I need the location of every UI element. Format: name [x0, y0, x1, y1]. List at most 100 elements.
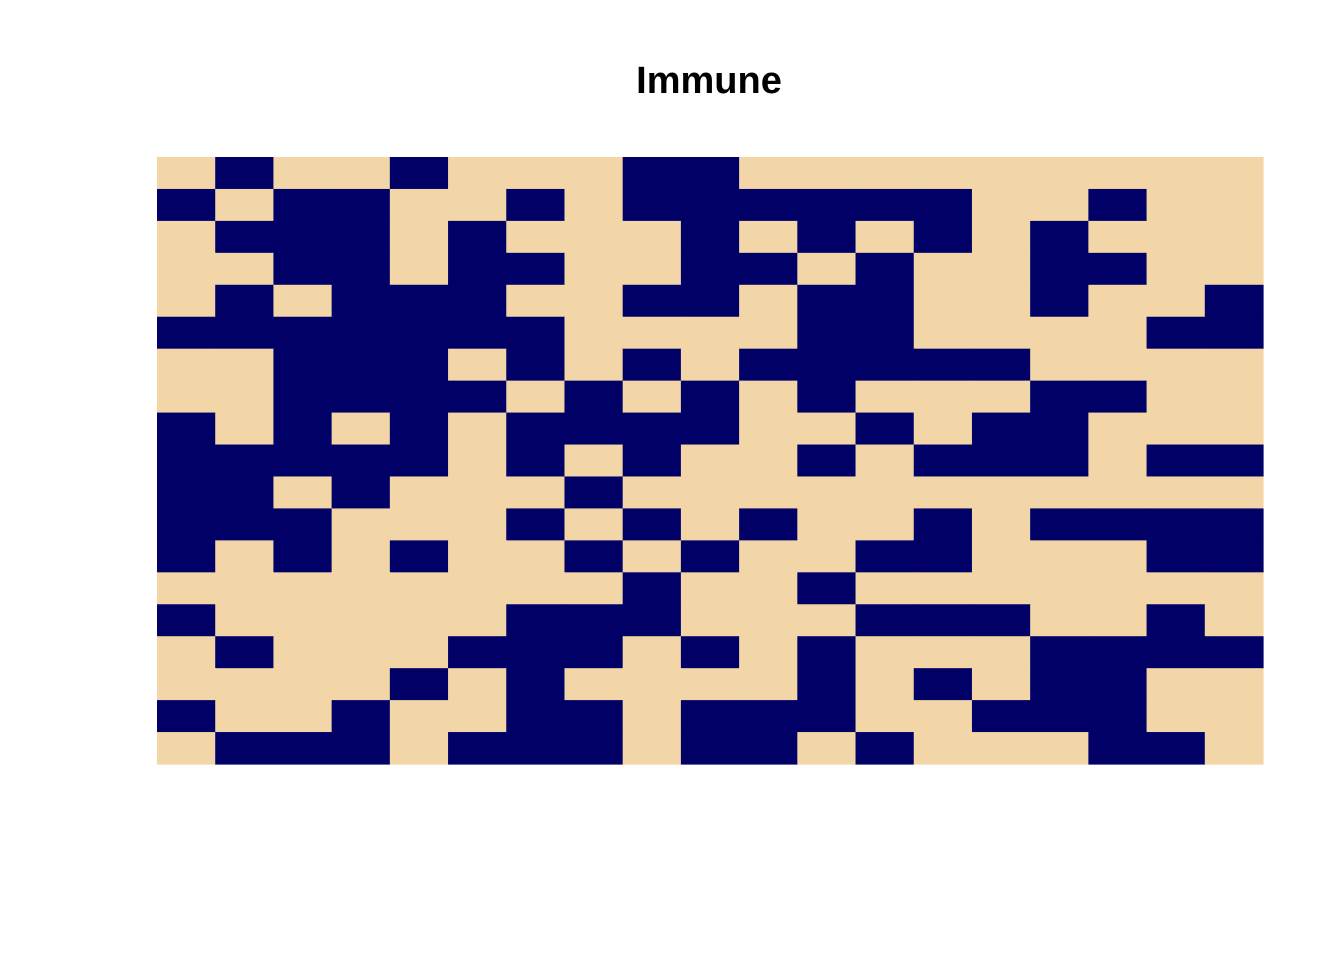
heatmap-cell	[680, 700, 740, 733]
heatmap-cell	[331, 220, 391, 254]
heatmap-cell	[797, 348, 857, 382]
heatmap-cell	[913, 732, 973, 765]
heatmap-cell	[1146, 508, 1206, 541]
heatmap-cell	[1030, 732, 1089, 765]
heatmap-cell	[1204, 508, 1264, 541]
heatmap-cell	[564, 732, 624, 765]
heatmap-cell	[1088, 252, 1148, 286]
heatmap-cell	[564, 508, 624, 541]
heatmap-cell	[680, 604, 740, 637]
heatmap-cell	[1088, 572, 1148, 605]
heatmap-cell	[622, 540, 682, 573]
heatmap-cell	[971, 636, 1031, 669]
heatmap-cell	[273, 668, 333, 701]
heatmap-cell	[1146, 668, 1206, 701]
heatmap-cell	[797, 188, 857, 222]
heatmap-cell	[506, 412, 566, 446]
heatmap-cell	[1204, 572, 1264, 605]
heatmap-cell	[680, 444, 740, 478]
heatmap-cell	[797, 700, 857, 733]
heatmap-cell	[680, 157, 740, 190]
heatmap-cell	[971, 476, 1031, 510]
heatmap-cell	[1204, 188, 1264, 222]
heatmap-cell	[1030, 700, 1089, 733]
heatmap-cell	[331, 348, 391, 382]
heatmap-cell	[1204, 668, 1264, 701]
heatmap-cell	[1204, 476, 1264, 510]
heatmap-cell	[797, 508, 857, 541]
heatmap-cell	[1088, 380, 1148, 414]
heatmap-cell	[1088, 284, 1148, 318]
heatmap-cell	[389, 157, 449, 190]
heatmap-cell	[1030, 284, 1089, 318]
heatmap-cell	[971, 732, 1031, 765]
heatmap-cell	[215, 348, 275, 382]
heatmap-cell	[1030, 412, 1089, 446]
heatmap-cell	[157, 380, 216, 414]
heatmap-cell	[1146, 444, 1206, 478]
heatmap-cell	[506, 380, 566, 414]
heatmap-cell	[971, 188, 1031, 222]
heatmap-cells	[157, 157, 1264, 765]
heatmap-cell	[273, 604, 333, 637]
heatmap-cell	[1030, 636, 1089, 669]
heatmap-cell	[215, 540, 275, 573]
heatmap-cell	[215, 412, 275, 446]
heatmap-cell	[1146, 188, 1206, 222]
heatmap-cell	[739, 540, 798, 573]
heatmap-cell	[855, 604, 915, 637]
heatmap-cell	[971, 316, 1031, 350]
heatmap-cell	[506, 348, 566, 382]
heatmap-cell	[389, 252, 449, 286]
heatmap-cell	[1030, 157, 1089, 190]
heatmap-cell	[622, 380, 682, 414]
heatmap-cell	[1204, 157, 1264, 190]
heatmap-cell	[564, 444, 624, 478]
heatmap-cell	[215, 252, 275, 286]
heatmap-cell	[331, 316, 391, 350]
heatmap-cell	[273, 540, 333, 573]
heatmap-cell	[1030, 252, 1089, 286]
heatmap-cell	[622, 316, 682, 350]
heatmap-cell	[389, 284, 449, 318]
heatmap-cell	[1146, 252, 1206, 286]
heatmap-cell	[913, 444, 973, 478]
heatmap-cell	[506, 252, 566, 286]
heatmap-cell	[1146, 636, 1206, 669]
heatmap-cell	[1030, 572, 1089, 605]
heatmap-cell	[913, 540, 973, 573]
heatmap-cell	[389, 732, 449, 765]
heatmap-cell	[680, 188, 740, 222]
heatmap-cell	[913, 636, 973, 669]
heatmap-cell	[564, 316, 624, 350]
heatmap-cell	[971, 380, 1031, 414]
heatmap-cell	[506, 476, 566, 510]
heatmap-cell	[273, 284, 333, 318]
heatmap-cell	[215, 444, 275, 478]
heatmap-cell	[215, 316, 275, 350]
heatmap-cell	[273, 348, 333, 382]
heatmap-cell	[1204, 220, 1264, 254]
heatmap-cell	[913, 508, 973, 541]
heatmap-cell	[797, 732, 857, 765]
heatmap-cell	[389, 444, 449, 478]
heatmap-cell	[1146, 604, 1206, 637]
heatmap-cell	[739, 188, 798, 222]
heatmap-cell	[855, 700, 915, 733]
heatmap-cell	[1146, 220, 1206, 254]
heatmap-cell	[157, 412, 216, 446]
heatmap-cell	[1146, 284, 1206, 318]
heatmap-cell	[971, 700, 1031, 733]
heatmap-cell	[971, 508, 1031, 541]
heatmap-cell	[971, 157, 1031, 190]
heatmap-cell	[680, 476, 740, 510]
heatmap-cell	[215, 668, 275, 701]
heatmap-cell	[680, 316, 740, 350]
heatmap-cell	[215, 284, 275, 318]
heatmap-cell	[506, 668, 566, 701]
heatmap-cell	[1088, 220, 1148, 254]
heatmap-cell	[913, 316, 973, 350]
heatmap-cell	[1030, 508, 1089, 541]
heatmap-cell	[1030, 188, 1089, 222]
heatmap-cell	[1030, 316, 1089, 350]
